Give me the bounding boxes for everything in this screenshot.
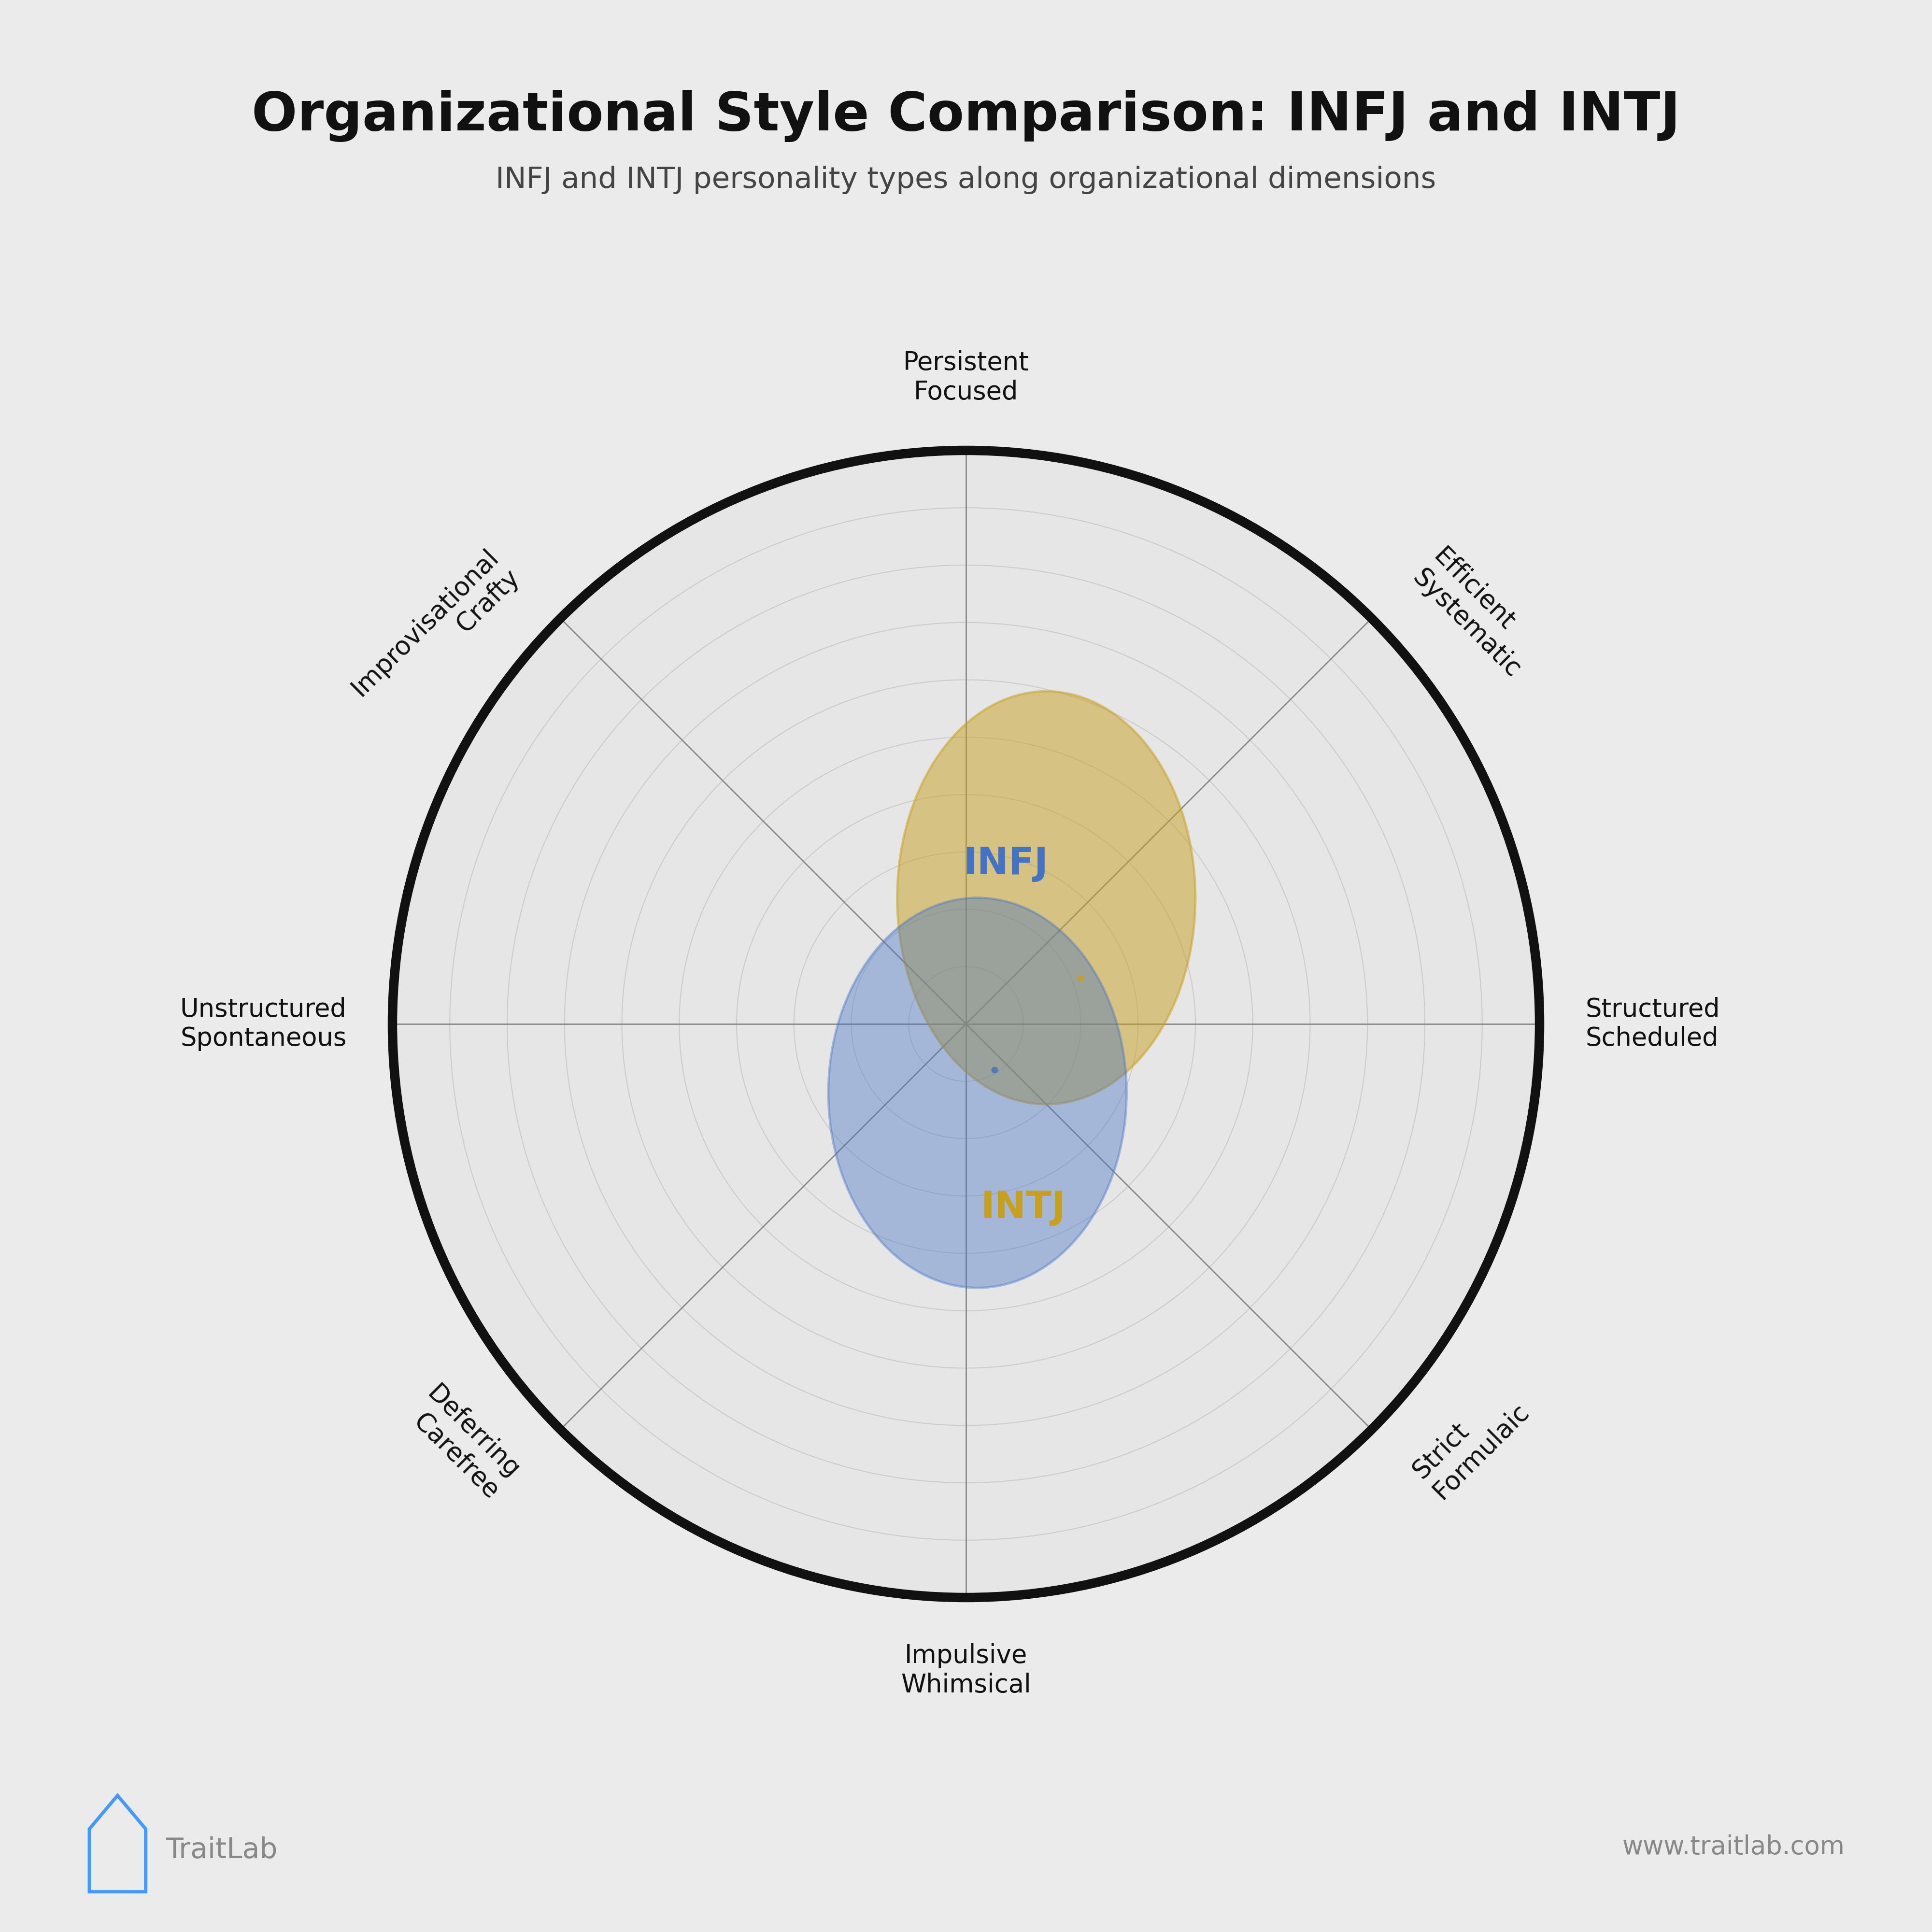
Text: Strict
Formulaic: Strict Formulaic [1408,1378,1534,1503]
Text: Impulsive
Whimsical: Impulsive Whimsical [900,1644,1032,1698]
Ellipse shape [829,898,1126,1289]
Text: Deferring
Carefree: Deferring Carefree [402,1381,524,1503]
Text: Unstructured
Spontaneous: Unstructured Spontaneous [180,997,346,1051]
Ellipse shape [896,692,1196,1105]
Text: INFJ and INTJ personality types along organizational dimensions: INFJ and INTJ personality types along or… [497,166,1435,193]
Text: INFJ: INFJ [964,844,1049,881]
Text: INTJ: INTJ [981,1188,1066,1227]
Text: Structured
Scheduled: Structured Scheduled [1586,997,1719,1051]
Text: Organizational Style Comparison: INFJ and INTJ: Organizational Style Comparison: INFJ an… [251,89,1681,143]
Text: Improvisational
Crafty: Improvisational Crafty [348,545,524,721]
Circle shape [392,450,1540,1598]
Text: Efficient
Systematic: Efficient Systematic [1408,545,1546,682]
Text: TraitLab: TraitLab [166,1835,278,1864]
Text: Persistent
Focused: Persistent Focused [902,350,1030,404]
Text: www.traitlab.com: www.traitlab.com [1623,1835,1845,1859]
